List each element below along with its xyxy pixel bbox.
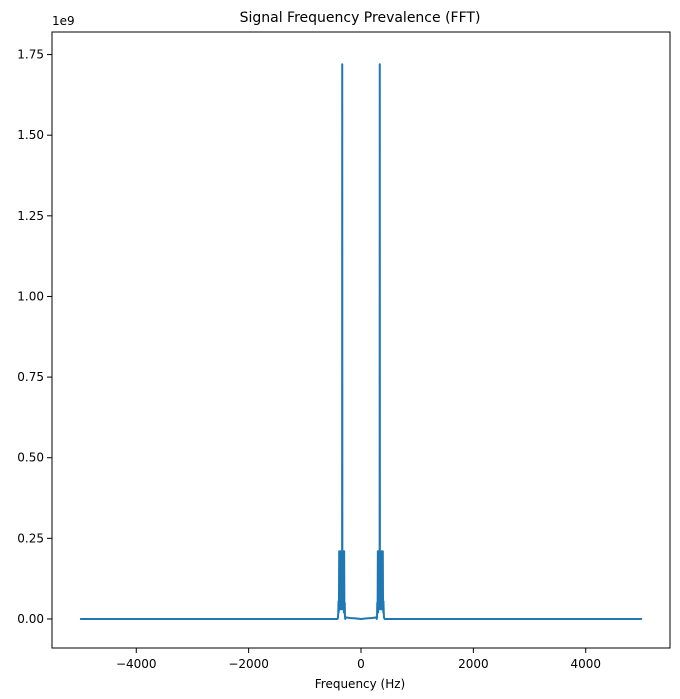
x-axis-ticks: −4000 −2000 0 2000 4000 — [116, 648, 601, 671]
x-axis-label: Frequency (Hz) — [315, 677, 406, 691]
y-tick-label: 1.25 — [17, 209, 44, 223]
x-tick-label: −2000 — [228, 657, 269, 671]
x-tick-label: −4000 — [116, 657, 157, 671]
y-tick-label: 0.25 — [17, 531, 44, 545]
y-tick-label: 0.50 — [17, 451, 44, 465]
chart-title: Signal Frequency Prevalence (FFT) — [240, 10, 481, 26]
x-tick-label: 2000 — [458, 657, 489, 671]
y-tick-label: 1.75 — [17, 48, 44, 62]
y-tick-label: 1.50 — [17, 128, 44, 142]
plot-area — [80, 63, 642, 620]
x-tick-label: 0 — [357, 657, 365, 671]
y-axis-ticks: 0.00 0.25 0.50 0.75 1.00 1.25 1.50 1.75 — [17, 48, 52, 626]
series-line-0 — [80, 63, 642, 620]
y-tick-label: 0.75 — [17, 370, 44, 384]
y-axis-offset-label: 1e9 — [52, 14, 75, 28]
y-tick-label: 0.00 — [17, 612, 44, 626]
plot-frame — [51, 31, 671, 649]
x-tick-label: 4000 — [570, 657, 601, 671]
y-tick-label: 1.00 — [17, 289, 44, 303]
